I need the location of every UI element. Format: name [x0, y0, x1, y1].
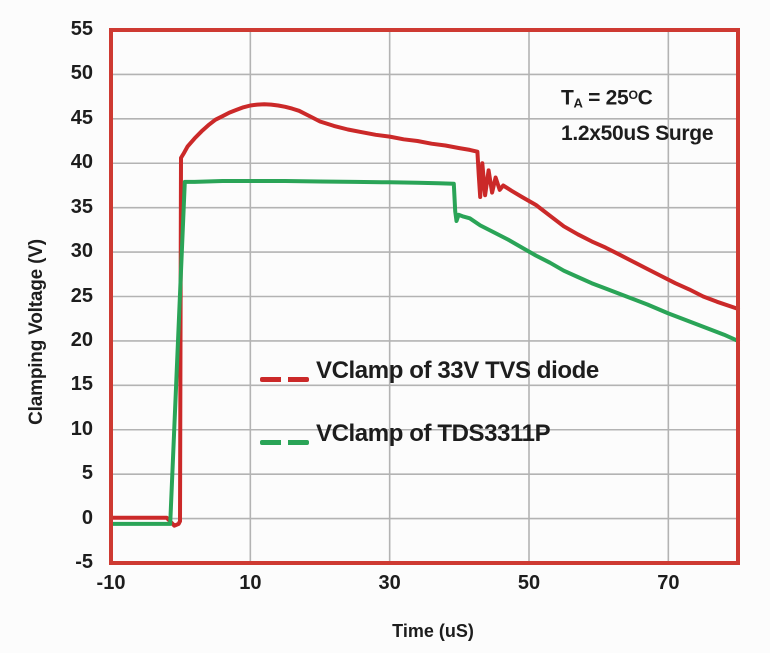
y-axis-title: Clamping Voltage (V) — [26, 239, 47, 425]
y-tick-label: 15 — [70, 373, 93, 396]
x-tick-label: 70 — [657, 572, 680, 594]
y-tick-label: -5 — [75, 551, 93, 574]
y-tick-label: 40 — [70, 151, 93, 174]
plot-border — [109, 28, 740, 565]
series-curve-1 — [109, 179, 740, 526]
annotation-temperature: TA = 25OC — [561, 86, 653, 111]
legend-line-sample-green — [260, 440, 309, 445]
x-axis-title: Time (uS) — [392, 621, 474, 641]
y-tick-label: 50 — [70, 62, 93, 85]
annotation-block: TA = 25OC 1.2x50uS Surge — [561, 80, 714, 149]
x-tick-label: 10 — [239, 572, 262, 594]
series-curve-0 — [109, 102, 740, 528]
annotation-sub-a: A — [573, 95, 583, 111]
y-tick-label: 30 — [70, 240, 93, 263]
y-tick-label: 25 — [70, 284, 93, 307]
y-tick-label: 10 — [70, 417, 93, 440]
legend-label-tvs-diode: VClamp of 33V TVS diode — [316, 357, 599, 384]
y-tick-label: 0 — [81, 506, 93, 529]
annotation-sup-degree: O — [628, 88, 638, 102]
annotation-surge: 1.2x50uS Surge — [561, 121, 714, 145]
y-tick-label: 5 — [81, 462, 93, 485]
y-tick-label: 35 — [70, 195, 93, 218]
x-tick-label: 30 — [378, 572, 401, 594]
legend-item-tds3311p: VClamp of TDS3311P — [260, 420, 551, 448]
legend-line-sample-red — [260, 377, 309, 382]
y-tick-label: 55 — [70, 18, 93, 41]
y-tick-label: 45 — [70, 106, 93, 129]
legend-item-tvs-diode: VClamp of 33V TVS diode — [260, 357, 599, 385]
legend-label-tds3311p: VClamp of TDS3311P — [316, 420, 551, 447]
x-tick-label: -10 — [96, 572, 126, 594]
y-tick-label: 20 — [70, 328, 93, 351]
x-tick-label: 50 — [517, 572, 541, 594]
